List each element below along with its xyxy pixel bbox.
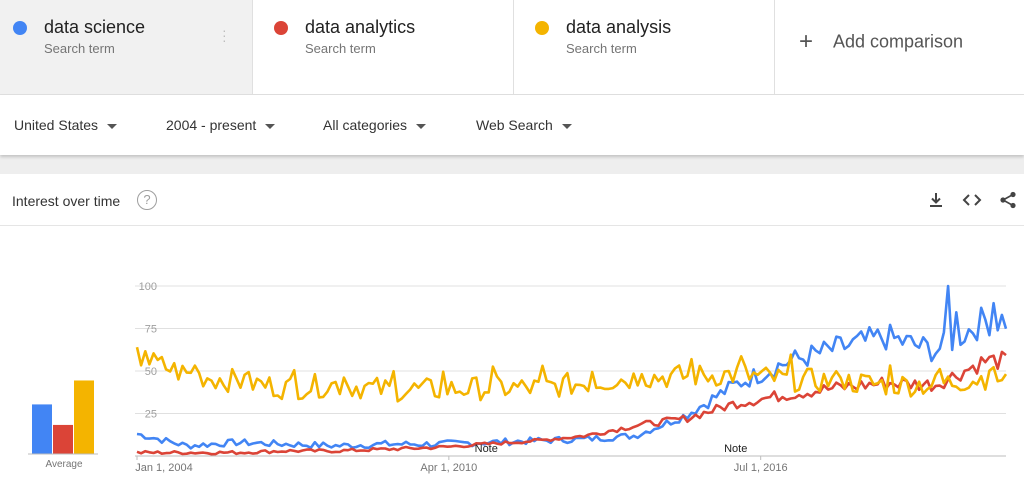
average-bar-data-science xyxy=(32,404,52,454)
y-tick-label: 50 xyxy=(145,366,157,378)
divider xyxy=(513,0,514,94)
card-title: Interest over time xyxy=(12,193,121,209)
term-data-analytics[interactable]: data analytics Search term xyxy=(253,0,513,94)
filter-bar: United States 2004 - present All categor… xyxy=(0,95,1024,155)
caret-down-icon xyxy=(561,123,572,129)
time-range-value: 2004 - present xyxy=(166,117,257,133)
y-tick-label: 25 xyxy=(145,409,157,421)
term-type: Search term xyxy=(305,41,376,56)
term-type: Search term xyxy=(566,41,637,56)
term-data-analysis[interactable]: data analysis Search term xyxy=(514,0,774,94)
term-name: data analysis xyxy=(566,17,672,37)
series-line-data-analytics xyxy=(136,350,1007,456)
term-data-science[interactable]: data science Search term · · · xyxy=(0,0,252,94)
plus-icon: + xyxy=(799,28,814,55)
time-range-dropdown[interactable]: 2004 - present xyxy=(166,117,276,133)
term-name: data science xyxy=(44,17,146,37)
category-dropdown[interactable]: All categories xyxy=(323,117,427,133)
category-value: All categories xyxy=(323,117,408,133)
help-icon[interactable]: ? xyxy=(137,190,157,210)
caret-down-icon xyxy=(265,123,276,129)
interest-chart: 25 50 75 100 Average Note Note Jan 1, 2004 Ap… xyxy=(28,281,1008,474)
share-icon[interactable] xyxy=(999,191,1017,209)
average-bar-data-analysis xyxy=(74,380,94,454)
search-property-value: Web Search xyxy=(476,117,553,133)
note-marker: Note xyxy=(724,443,747,455)
x-tick-label: Jul 1, 2016 xyxy=(734,462,788,474)
series-dot-icon xyxy=(13,21,27,35)
series-dot-icon xyxy=(274,21,288,35)
card-header: Interest over time ? xyxy=(0,174,1024,226)
x-tick-label: Jan 1, 2004 xyxy=(135,462,193,474)
average-label: Average xyxy=(45,459,83,470)
term-type: Search term xyxy=(44,41,115,56)
interest-over-time-card: Interest over time ? 25 50 75 100 Average N… xyxy=(0,174,1024,494)
add-comparison-label: Add comparison xyxy=(833,31,964,52)
more-options-icon[interactable]: · · · xyxy=(222,22,227,48)
series-line-data-science xyxy=(136,284,1008,450)
caret-down-icon xyxy=(416,123,427,129)
series-dot-icon xyxy=(535,21,549,35)
y-tick-label: 100 xyxy=(139,281,157,293)
term-name: data analytics xyxy=(305,17,416,37)
download-icon[interactable] xyxy=(927,191,945,209)
note-marker: Note xyxy=(475,443,498,455)
average-bar-data-analytics xyxy=(53,424,73,454)
divider xyxy=(252,0,253,94)
caret-down-icon xyxy=(107,123,118,129)
y-tick-label: 75 xyxy=(145,324,157,336)
region-value: United States xyxy=(14,117,99,133)
x-tick-label: Apr 1, 2010 xyxy=(420,462,477,474)
region-dropdown[interactable]: United States xyxy=(14,117,118,133)
embed-icon[interactable] xyxy=(962,191,982,209)
divider xyxy=(774,0,775,94)
series-line-data-analysis xyxy=(135,346,1008,403)
add-comparison-button[interactable]: + Add comparison xyxy=(775,0,1024,94)
comparison-bar: data science Search term · · · data analyt… xyxy=(0,0,1024,95)
search-property-dropdown[interactable]: Web Search xyxy=(476,117,572,133)
